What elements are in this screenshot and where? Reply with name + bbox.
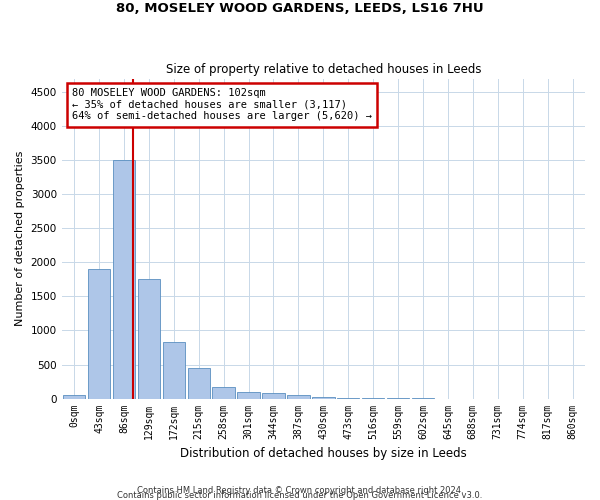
Text: Contains public sector information licensed under the Open Government Licence v3: Contains public sector information licen…	[118, 490, 482, 500]
Bar	[163, 342, 185, 398]
Bar	[137, 278, 160, 398]
Bar	[212, 386, 235, 398]
Text: 80, MOSELEY WOOD GARDENS, LEEDS, LS16 7HU: 80, MOSELEY WOOD GARDENS, LEEDS, LS16 7H…	[116, 2, 484, 16]
Bar	[287, 395, 310, 398]
Bar	[88, 269, 110, 398]
Bar	[63, 395, 85, 398]
X-axis label: Distribution of detached houses by size in Leeds: Distribution of detached houses by size …	[180, 447, 467, 460]
Y-axis label: Number of detached properties: Number of detached properties	[15, 151, 25, 326]
Bar	[188, 368, 210, 398]
Text: 80 MOSELEY WOOD GARDENS: 102sqm
← 35% of detached houses are smaller (3,117)
64%: 80 MOSELEY WOOD GARDENS: 102sqm ← 35% of…	[72, 88, 372, 122]
Text: Contains HM Land Registry data © Crown copyright and database right 2024.: Contains HM Land Registry data © Crown c…	[137, 486, 463, 495]
Bar	[238, 392, 260, 398]
Title: Size of property relative to detached houses in Leeds: Size of property relative to detached ho…	[166, 63, 481, 76]
Bar	[312, 396, 335, 398]
Bar	[113, 160, 135, 398]
Bar	[262, 393, 285, 398]
